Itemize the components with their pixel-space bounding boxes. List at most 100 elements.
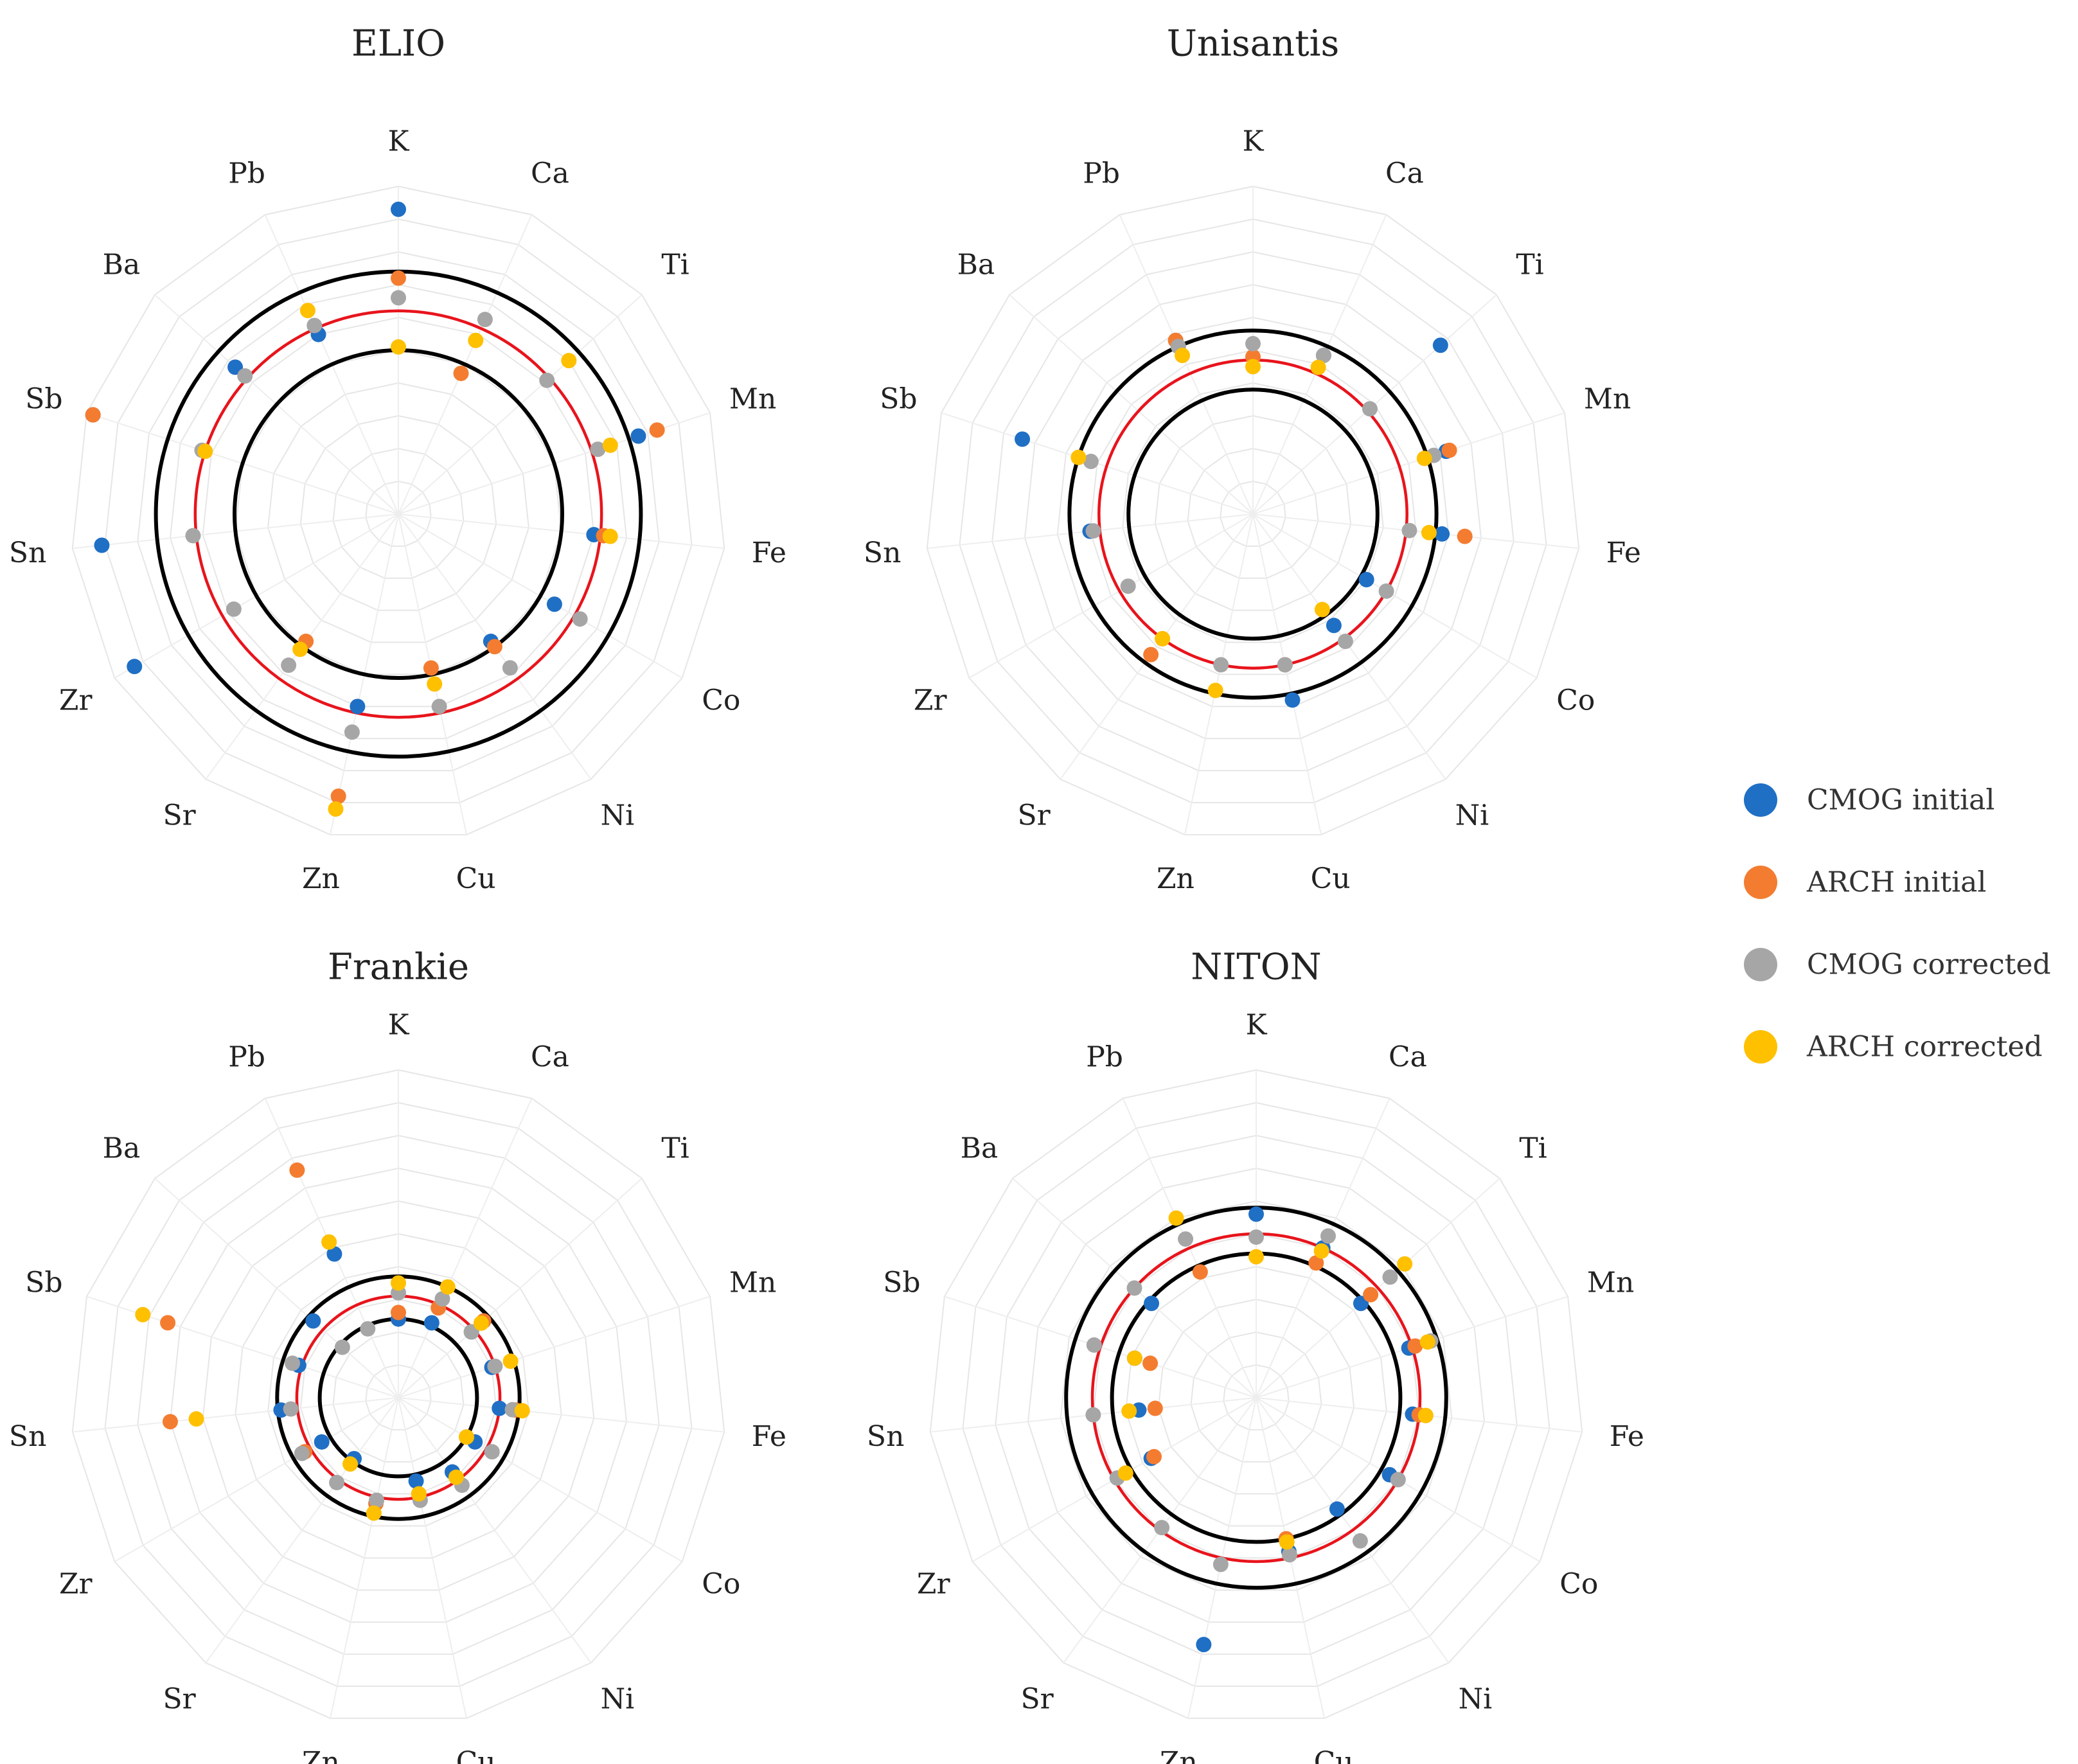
point-arch-initial-pb bbox=[289, 1162, 305, 1178]
point-cmog-initial-k bbox=[391, 201, 406, 217]
point-arch-corrected-zr bbox=[1117, 1465, 1133, 1481]
axis-label-fe: Fe bbox=[1610, 1420, 1644, 1453]
point-cmog-initial-ba bbox=[305, 1313, 321, 1329]
point-cmog-initial-ba bbox=[1144, 1296, 1160, 1312]
point-arch-corrected-cu bbox=[411, 1486, 427, 1502]
grid-spoke bbox=[1184, 513, 1254, 835]
grid-spoke bbox=[114, 1397, 399, 1562]
axis-label-zn: Zn bbox=[302, 1746, 340, 1764]
series-cmog-corrected bbox=[283, 1285, 520, 1508]
axis-label-sr: Sr bbox=[163, 799, 196, 832]
point-arch-corrected-pb bbox=[1168, 1210, 1184, 1226]
series-arch-corrected bbox=[197, 303, 618, 817]
point-cmog-corrected-ti bbox=[1362, 401, 1378, 417]
point-arch-initial-cu bbox=[423, 660, 439, 676]
point-cmog-corrected-cu bbox=[431, 699, 447, 715]
axis-label-ca: Ca bbox=[531, 1041, 569, 1074]
axis-label-sb: Sb bbox=[25, 382, 62, 415]
axis-label-ba: Ba bbox=[957, 248, 995, 281]
grid-spoke bbox=[398, 1397, 683, 1562]
point-arch-corrected-k bbox=[391, 1275, 406, 1291]
axis-label-ni: Ni bbox=[601, 1683, 635, 1716]
axis-label-ti: Ti bbox=[661, 1132, 689, 1164]
reference-circle-3 bbox=[1067, 328, 1439, 700]
point-cmog-corrected-zn bbox=[344, 724, 360, 740]
series-cmog-initial bbox=[85, 201, 646, 715]
grid-spoke bbox=[205, 1397, 399, 1664]
axis-label-co: Co bbox=[1556, 684, 1595, 717]
axis-label-ti: Ti bbox=[1519, 1132, 1547, 1164]
point-arch-corrected-k bbox=[1245, 359, 1261, 375]
grid-ring bbox=[365, 1364, 432, 1430]
grid-ring bbox=[169, 1167, 628, 1623]
point-cmog-corrected-ti bbox=[539, 372, 555, 388]
point-arch-initial-zn bbox=[330, 788, 346, 804]
point-cmog-corrected-zn bbox=[369, 1492, 385, 1508]
grid-ring bbox=[1220, 480, 1286, 547]
point-arch-corrected-zn bbox=[1207, 682, 1223, 699]
point-cmog-initial-zr bbox=[314, 1434, 330, 1450]
point-arch-corrected-pb bbox=[1175, 348, 1191, 364]
point-cmog-corrected-zr bbox=[226, 601, 242, 617]
point-arch-corrected-sb bbox=[135, 1306, 151, 1323]
point-arch-corrected-fe bbox=[514, 1403, 530, 1419]
grid-ring bbox=[332, 447, 465, 579]
point-cmog-corrected-zr bbox=[294, 1445, 310, 1461]
point-cmog-initial-pb bbox=[326, 1246, 342, 1262]
point-arch-corrected-sb bbox=[197, 443, 213, 459]
point-arch-initial-sb bbox=[1142, 1355, 1159, 1371]
axis-label-pb: Pb bbox=[1086, 1041, 1123, 1074]
point-arch-corrected-co bbox=[459, 1429, 475, 1445]
legend-marker-cmog-initial bbox=[1744, 783, 1777, 817]
axis-label-fe: Fe bbox=[752, 1420, 786, 1453]
axis-label-sn: Sn bbox=[867, 1420, 904, 1453]
point-arch-initial-mn bbox=[1441, 442, 1457, 458]
series-arch-corrected bbox=[1070, 348, 1437, 699]
grid-spoke bbox=[1252, 513, 1322, 835]
chart-title: ELIO bbox=[351, 23, 445, 65]
grid-ring bbox=[962, 1101, 1550, 1687]
point-cmog-corrected-ca bbox=[477, 312, 493, 328]
legend-label-arch-corrected: ARCH corrected bbox=[1806, 1031, 2043, 1064]
axis-label-k: K bbox=[1246, 1009, 1268, 1042]
point-cmog-corrected-sn bbox=[1085, 523, 1101, 539]
point-arch-initial-sb bbox=[85, 407, 101, 423]
grid-ring bbox=[365, 480, 432, 547]
axis-label-zr: Zr bbox=[59, 1568, 93, 1601]
point-cmog-corrected-cu bbox=[1277, 657, 1293, 673]
grid-ring bbox=[1157, 1298, 1355, 1495]
point-cmog-initial-co bbox=[546, 596, 562, 612]
grid-ring bbox=[1060, 1200, 1453, 1591]
point-cmog-initial-k bbox=[1248, 1206, 1264, 1222]
axis-label-ti: Ti bbox=[661, 248, 689, 281]
reference-circle-2 bbox=[193, 309, 603, 719]
point-arch-initial-mn bbox=[1407, 1338, 1423, 1354]
point-arch-corrected-fe bbox=[1417, 1407, 1434, 1423]
grid-ring bbox=[1125, 1265, 1387, 1527]
point-cmog-corrected-ti bbox=[1382, 1269, 1398, 1285]
point-cmog-initial-co bbox=[1358, 572, 1374, 587]
point-cmog-corrected-co bbox=[1390, 1472, 1406, 1488]
chart-title: Frankie bbox=[328, 947, 469, 988]
point-arch-initial-ca bbox=[1308, 1255, 1324, 1271]
point-cmog-corrected-ni bbox=[1337, 634, 1353, 650]
point-cmog-corrected-sn bbox=[185, 528, 201, 544]
point-cmog-corrected-sr bbox=[281, 657, 297, 673]
legend-marker-arch-initial bbox=[1744, 866, 1777, 899]
radar-chart-elio: ELIO K Ca Ti Mn Fe Co Ni Cu Zn Sr Zr Sn Sb Ba Pb bbox=[9, 23, 786, 895]
grid-ring bbox=[299, 414, 497, 611]
grid-ring bbox=[267, 382, 529, 643]
point-cmog-corrected-ba bbox=[1126, 1280, 1142, 1296]
axis-label-sr: Sr bbox=[163, 1683, 196, 1716]
point-arch-corrected-sb bbox=[1126, 1350, 1142, 1366]
axis-label-co: Co bbox=[702, 1568, 740, 1601]
point-cmog-corrected-co bbox=[1378, 583, 1394, 599]
point-cmog-corrected-sb bbox=[285, 1355, 301, 1371]
grid-spoke bbox=[1060, 513, 1254, 780]
point-cmog-corrected-sn bbox=[1085, 1407, 1101, 1423]
point-arch-corrected-pb bbox=[321, 1234, 337, 1250]
point-cmog-initial-ca bbox=[423, 1315, 440, 1331]
axis-label-cu: Cu bbox=[1311, 862, 1351, 895]
point-arch-corrected-ti bbox=[1397, 1256, 1413, 1272]
point-arch-corrected-ni bbox=[448, 1469, 464, 1485]
